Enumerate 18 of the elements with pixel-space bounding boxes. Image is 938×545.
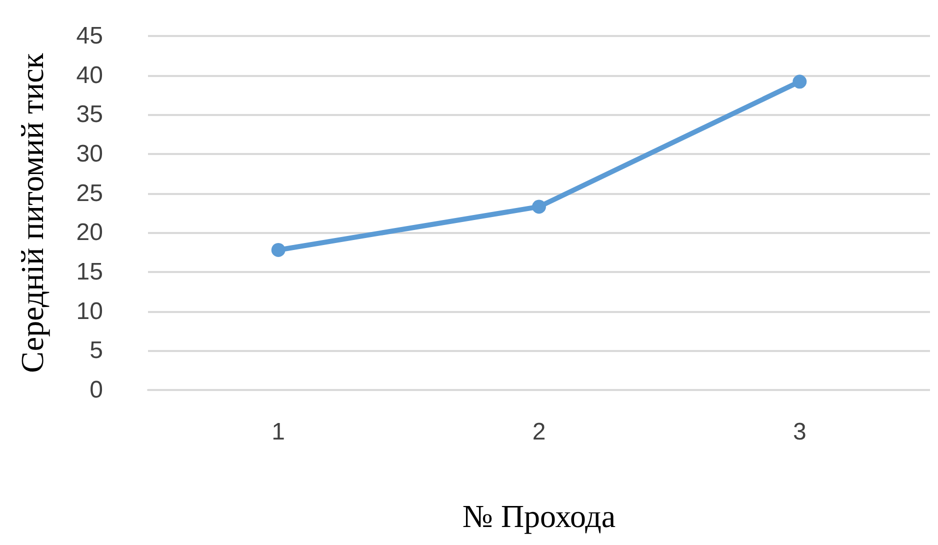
y-tick-label: 15 [76, 258, 103, 286]
y-tick-label: 45 [76, 22, 103, 50]
x-tick-label: 2 [532, 418, 546, 446]
y-tick-label: 5 [90, 337, 103, 364]
y-tick-label: 40 [76, 62, 103, 89]
y-tick-label: 25 [76, 180, 103, 207]
point [532, 200, 546, 214]
y-tick-label: 35 [76, 101, 103, 128]
y-tick-label: 30 [76, 140, 103, 168]
y-tick-label: 10 [76, 298, 103, 325]
x-axis-title: № Прохода [462, 498, 616, 534]
x-tick-label: 1 [272, 418, 286, 446]
point [792, 74, 807, 89]
y-tick-label: 20 [76, 219, 103, 246]
y-tick-label: 0 [90, 376, 103, 404]
y-axis-title: Середній питомий тиск [14, 52, 50, 373]
point [271, 242, 286, 257]
x-tick-label: 3 [792, 418, 806, 446]
